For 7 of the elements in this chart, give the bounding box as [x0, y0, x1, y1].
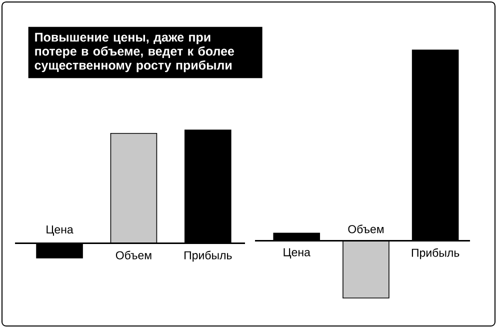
- x-tick-label: Цена: [46, 226, 74, 236]
- x-tick-label: Объем: [116, 250, 152, 260]
- x-tick-label: Прибыль: [184, 250, 232, 262]
- x-tick-label: Цена: [284, 248, 310, 258]
- x-tick-label: Прибыль: [412, 248, 460, 260]
- x-tick-label: Объем: [348, 224, 384, 234]
- chart-title: Повышение цены, даже при потере в объеме, ведет к более существенному росту прибыли: [34, 32, 234, 72]
